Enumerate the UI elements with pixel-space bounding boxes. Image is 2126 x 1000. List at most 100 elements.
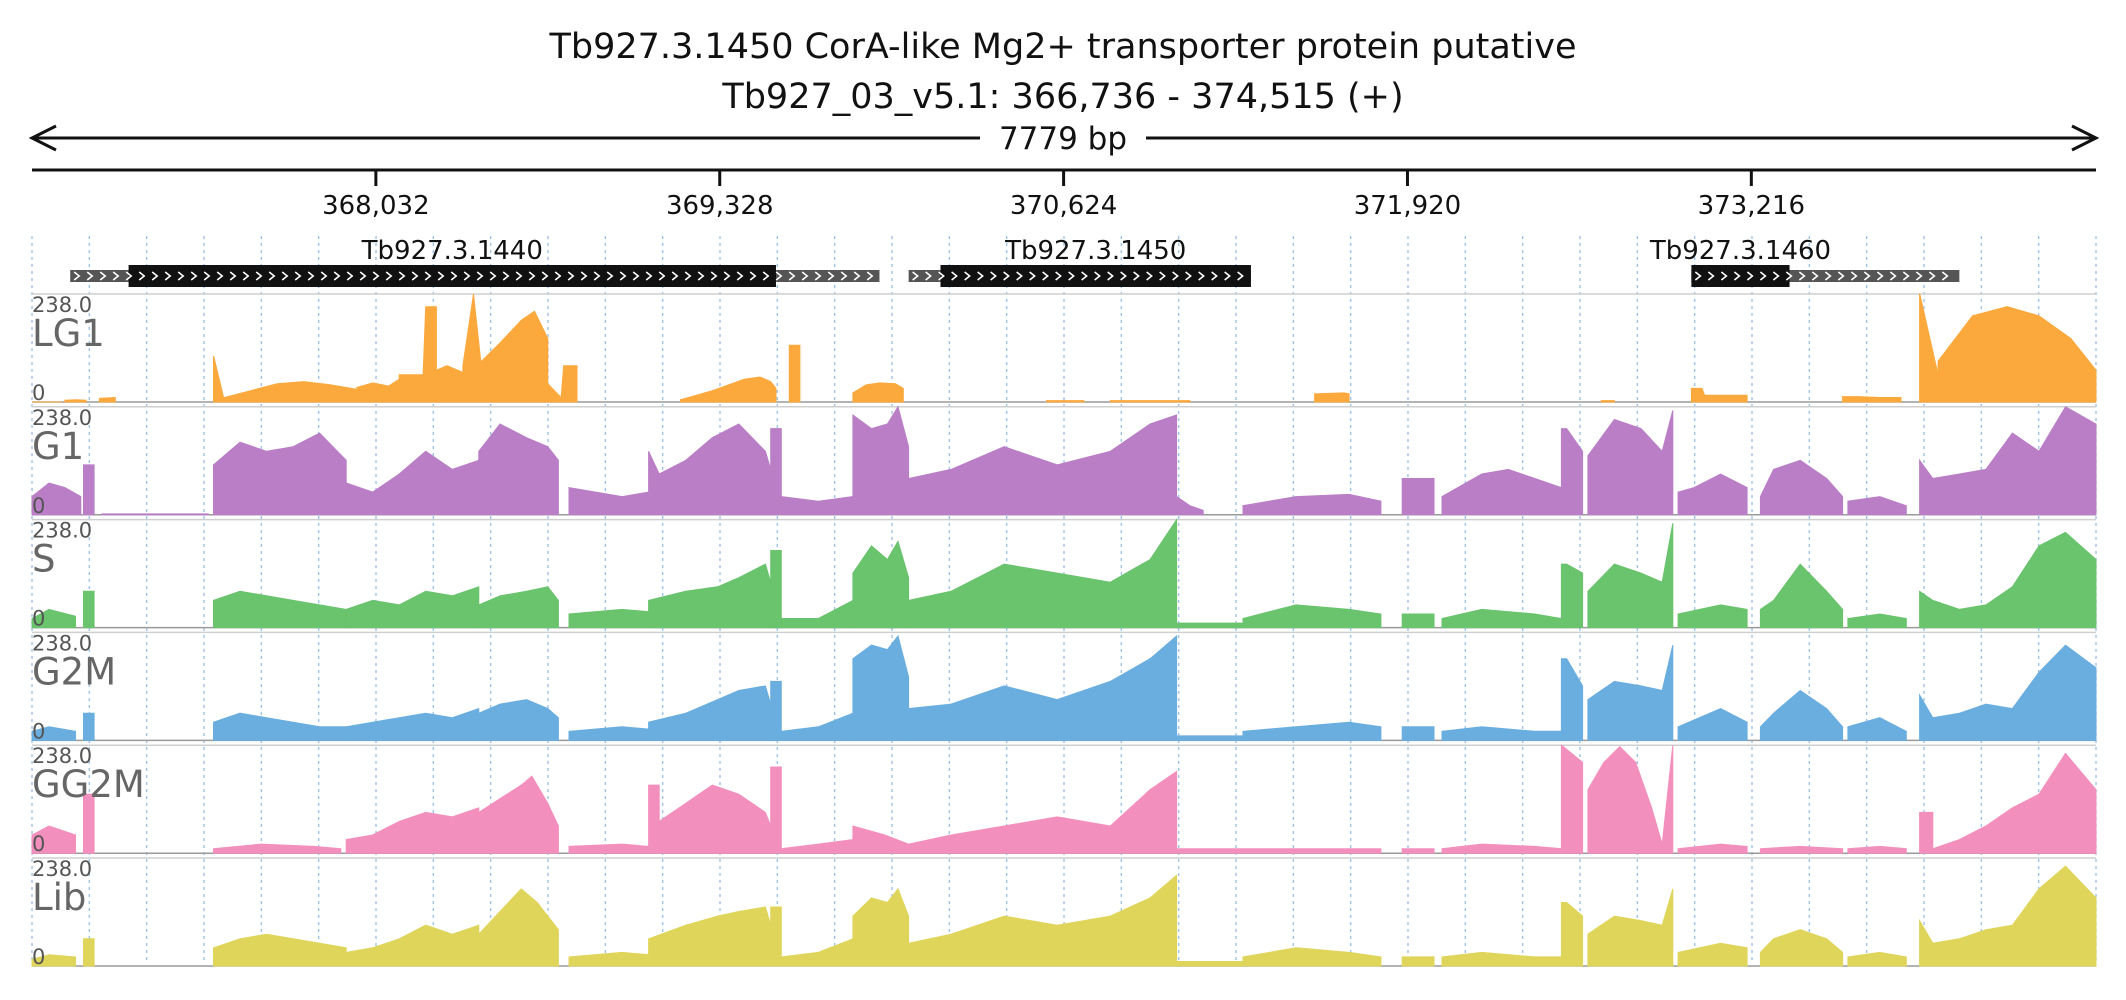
coverage-area bbox=[213, 712, 347, 741]
strand-chevron bbox=[112, 271, 120, 281]
coverage-area bbox=[780, 839, 854, 854]
coverage-area bbox=[31, 825, 76, 854]
coverage-area bbox=[1560, 563, 1584, 629]
coverage-area bbox=[31, 954, 76, 967]
coverage-area bbox=[1842, 396, 1902, 403]
strand-chevron bbox=[1694, 271, 1702, 281]
coverage-area bbox=[31, 482, 82, 516]
strand-chevron bbox=[671, 271, 679, 281]
coverage-area bbox=[1401, 478, 1435, 516]
coverage-area bbox=[83, 590, 95, 629]
coverage-area bbox=[1560, 428, 1584, 516]
strand-chevron bbox=[827, 271, 835, 281]
gene-cds bbox=[940, 265, 1251, 287]
x-tick-label: 368,032 bbox=[322, 191, 430, 221]
strand-chevron bbox=[710, 271, 718, 281]
strand-chevron bbox=[658, 271, 666, 281]
strand-chevron bbox=[1029, 271, 1036, 281]
strand-chevron bbox=[801, 271, 809, 281]
coverage-area bbox=[780, 599, 854, 629]
strand-chevron bbox=[580, 271, 588, 281]
coverage-area bbox=[568, 951, 650, 967]
coverage-area bbox=[1401, 956, 1435, 967]
strand-chevron bbox=[1042, 271, 1049, 281]
strand-chevron bbox=[73, 271, 81, 281]
coverage-area bbox=[1937, 306, 2097, 403]
coverage-area bbox=[770, 766, 782, 854]
strand-chevron bbox=[951, 271, 958, 281]
strand-chevron bbox=[1055, 271, 1062, 281]
coverage-area bbox=[1677, 473, 1748, 516]
coverage-area bbox=[83, 712, 95, 741]
coverage-area bbox=[852, 634, 910, 741]
strand-chevron bbox=[1185, 271, 1192, 281]
span-label: 7779 bp bbox=[999, 121, 1127, 157]
coverage-area bbox=[1401, 726, 1435, 741]
strand-chevron bbox=[1863, 271, 1871, 281]
strand-chevron bbox=[814, 271, 822, 281]
y-max-label: 238.0 bbox=[32, 293, 92, 317]
gene-track: Tb927.3.1440 Tb927.3.1450 Tb927.3.1460 bbox=[70, 236, 1960, 287]
coverage-area bbox=[1587, 644, 1674, 741]
y-min-label: 0 bbox=[32, 381, 45, 405]
coverage-area bbox=[1242, 493, 1382, 516]
strand-chevron bbox=[515, 271, 523, 281]
strand-chevron bbox=[1211, 271, 1218, 281]
coverage-area bbox=[1847, 845, 1907, 854]
coverage-area bbox=[481, 310, 549, 403]
strand-chevron bbox=[476, 271, 484, 281]
coverage-area bbox=[98, 396, 116, 403]
chart-title-line1: Tb927.3.1450 CorA-like Mg2+ transporter … bbox=[549, 27, 1577, 67]
coverage-area bbox=[356, 378, 400, 403]
coverage-area bbox=[223, 381, 358, 403]
strand-chevron bbox=[866, 271, 874, 281]
strand-chevron bbox=[138, 271, 146, 281]
coverage-area bbox=[852, 540, 910, 629]
coverage-area bbox=[648, 563, 772, 629]
coverage-area bbox=[478, 888, 559, 967]
coverage-area bbox=[1441, 468, 1562, 516]
coverage-area bbox=[1441, 843, 1562, 854]
coverage-area bbox=[1176, 735, 1244, 741]
strand-chevron bbox=[977, 271, 984, 281]
coverage-area bbox=[478, 775, 559, 854]
chart-title-line2: Tb927_03_v5.1: 366,736 - 374,515 (+) bbox=[721, 77, 1403, 117]
coverage-area bbox=[1919, 531, 2097, 629]
coverage-area bbox=[101, 513, 209, 516]
track-gg2m: 238.0 0 GG2M bbox=[31, 744, 2097, 856]
track-g1: 238.0 0 G1 bbox=[31, 405, 2097, 518]
strand-chevron bbox=[853, 271, 861, 281]
strand-chevron bbox=[990, 271, 997, 281]
coverage-area bbox=[908, 414, 1178, 516]
coverage-area bbox=[1587, 523, 1674, 629]
coverage-area bbox=[1690, 387, 1748, 403]
strand-chevron bbox=[268, 271, 276, 281]
strand-chevron bbox=[1133, 271, 1140, 281]
track-name: G2M bbox=[32, 650, 116, 693]
coverage-area bbox=[1677, 942, 1748, 967]
coverage-area bbox=[547, 365, 578, 403]
strand-chevron bbox=[1772, 271, 1780, 281]
strand-chevron bbox=[151, 271, 159, 281]
coverage-area bbox=[1441, 726, 1562, 741]
coverage-area bbox=[568, 726, 650, 741]
coverage-area bbox=[1176, 622, 1244, 629]
y-max-label: 238.0 bbox=[32, 857, 92, 881]
coverage-area bbox=[83, 938, 95, 967]
coverage-area bbox=[1587, 888, 1674, 967]
coverage-area bbox=[780, 496, 854, 516]
coverage-area bbox=[1046, 400, 1085, 403]
strand-chevron bbox=[333, 271, 341, 281]
coverage-area bbox=[1919, 865, 2097, 967]
track-name: S bbox=[32, 538, 56, 581]
span-arrow-right-head bbox=[2071, 124, 2100, 152]
coverage-area bbox=[1109, 400, 1191, 403]
coverage-area bbox=[908, 770, 1178, 854]
coverage-area bbox=[852, 825, 910, 854]
strand-chevron bbox=[1120, 271, 1127, 281]
strand-chevron bbox=[1811, 271, 1819, 281]
strand-chevron bbox=[1824, 271, 1832, 281]
coverage-area bbox=[213, 590, 347, 629]
strand-chevron bbox=[1016, 271, 1023, 281]
strand-chevron bbox=[1798, 271, 1806, 281]
